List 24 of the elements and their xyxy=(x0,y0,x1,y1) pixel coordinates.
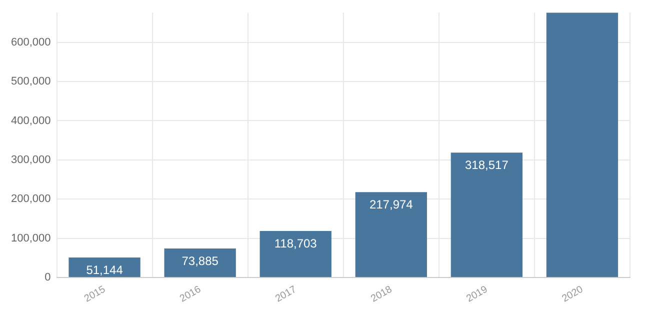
x-tick-label: 2015 xyxy=(82,284,108,305)
y-tick-label: 600,000 xyxy=(10,36,51,48)
bar xyxy=(355,192,427,277)
y-tick-label: 300,000 xyxy=(10,154,51,166)
bar xyxy=(68,257,140,277)
y-tick-label: 100,000 xyxy=(10,232,51,244)
y-tick-label: 0 xyxy=(44,272,51,284)
y-tick-label: 200,000 xyxy=(10,193,51,206)
x-tick-label: 2017 xyxy=(274,284,299,305)
data-label: 73,885 xyxy=(182,254,219,268)
x-tick-label: 2018 xyxy=(369,284,394,305)
bar xyxy=(164,248,236,277)
data-label: 217,974 xyxy=(369,197,414,212)
y-tick-label: 400,000 xyxy=(10,114,51,127)
x-tick-label: 2020 xyxy=(560,284,586,305)
data-label: 51,144 xyxy=(86,262,124,277)
bar xyxy=(260,230,332,277)
x-tick-label: 2019 xyxy=(464,284,490,305)
bar xyxy=(546,12,618,277)
y-tick-label: 500,000 xyxy=(10,76,51,88)
bar xyxy=(450,152,523,277)
data-label: 318,517 xyxy=(464,158,509,172)
x-tick-label: 2016 xyxy=(178,284,204,305)
data-label: 118,703 xyxy=(274,236,318,250)
